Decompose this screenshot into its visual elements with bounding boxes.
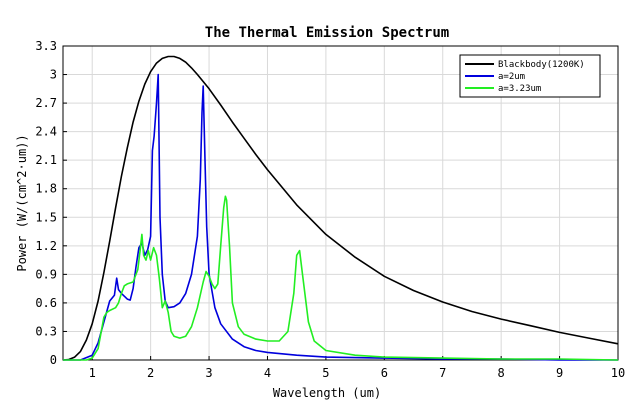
legend-label: a=2um bbox=[498, 72, 525, 82]
y-tick-label: 2.1 bbox=[35, 153, 57, 167]
y-axis-label: Power (W/(cm^2·um)) bbox=[15, 134, 29, 271]
series-lines bbox=[62, 55, 619, 361]
y-tick-label: 3.3 bbox=[35, 39, 57, 53]
plot-frame bbox=[62, 45, 619, 361]
x-tick-label: 10 bbox=[611, 366, 625, 380]
x-tick-label: 7 bbox=[439, 366, 446, 380]
x-tick-label: 1 bbox=[89, 366, 96, 380]
x-tick-label: 3 bbox=[205, 366, 212, 380]
y-tick-label: 2.7 bbox=[35, 96, 57, 110]
legend-label: Blackbody(1200K) bbox=[498, 60, 585, 70]
y-tick-label: 0 bbox=[50, 353, 57, 367]
legend: Blackbody(1200K) a=2um a=3.23um bbox=[459, 54, 601, 98]
chart-title: The Thermal Emission Spectrum bbox=[205, 25, 449, 41]
series-line-2 bbox=[63, 73, 618, 361]
x-tick-label: 9 bbox=[556, 366, 563, 380]
y-tick-label: 0.6 bbox=[35, 296, 57, 310]
x-axis-label: Wavelength (um) bbox=[273, 386, 381, 400]
y-tick-label: 1.8 bbox=[35, 182, 57, 196]
x-tick-label: 4 bbox=[264, 366, 271, 380]
y-tick-label: 3 bbox=[50, 68, 57, 82]
y-tick-label: 1.5 bbox=[35, 210, 57, 224]
x-tick-label: 5 bbox=[322, 366, 329, 380]
axis-ticks: 1 2 3 4 5 6 7 8 9 10 0 0.3 0.6 0.9 1.2 1.5 1.8 2.1 2.4 2.7 3… bbox=[35, 39, 625, 380]
x-tick-label: 8 bbox=[498, 366, 505, 380]
y-tick-label: 2.4 bbox=[35, 125, 57, 139]
x-tick-label: 6 bbox=[381, 366, 388, 380]
series-line-3 bbox=[63, 195, 619, 361]
x-tick-label: 2 bbox=[147, 366, 154, 380]
y-tick-label: 1.2 bbox=[35, 239, 57, 253]
legend-label: a=3.23um bbox=[498, 84, 541, 94]
y-tick-label: 0.3 bbox=[35, 324, 57, 338]
series-line-1 bbox=[62, 55, 619, 361]
y-tick-label: 0.9 bbox=[35, 267, 57, 281]
